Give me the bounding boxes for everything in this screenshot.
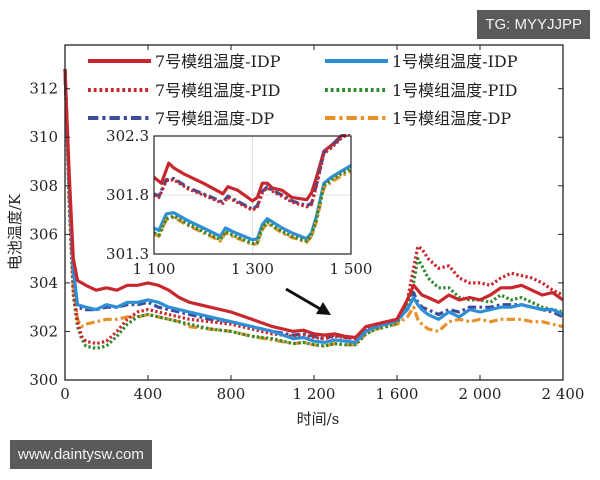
inset-x-tick-label: 1 100 (133, 260, 176, 278)
legend-label: 7号模组温度-IDP (155, 52, 281, 71)
y-tick-label: 302 (29, 322, 58, 340)
series-line (154, 134, 351, 212)
legend-label: 7号模组温度-PID (155, 81, 281, 100)
inset-x-tick-label: 1 500 (330, 260, 373, 278)
x-tick-label: 1 600 (376, 385, 419, 403)
y-tick-label: 308 (29, 177, 58, 195)
watermark-bottom: www.daintysw.com (10, 440, 152, 469)
legend-label: 1号模组温度-DP (392, 109, 511, 128)
x-axis-label: 时间/s (297, 410, 340, 428)
series-line (154, 167, 351, 245)
x-tick-label: 2 400 (542, 385, 585, 403)
x-axis: 0 400 800 1 200 1 600 2 000 2 400 (60, 45, 584, 403)
series-line (63, 69, 564, 348)
inset-zoom-chart: 1 100 1 300 1 500 301.3 301.8 302.3 (106, 127, 372, 278)
inset-y-tick-label: 301.8 (106, 186, 149, 204)
inset-frame (153, 135, 352, 255)
series-line (63, 69, 564, 346)
y-tick-label: 300 (29, 371, 58, 389)
inset-y-tick-label: 302.3 (106, 127, 149, 145)
series-line (63, 69, 564, 340)
y-tick-label: 304 (29, 274, 58, 292)
y-axis-label: 电池温度/K (6, 193, 24, 270)
main-series-layer (63, 69, 564, 350)
legend-label: 1号模组温度-PID (392, 81, 518, 100)
y-tick-label: 310 (29, 128, 58, 146)
legend-label: 1号模组温度-IDP (392, 52, 518, 71)
series-line (63, 69, 564, 341)
series-line (63, 69, 564, 344)
x-tick-label: 400 (134, 385, 163, 403)
y-axis: 300 302 304 306 308 310 312 (29, 80, 563, 389)
y-tick-label: 306 (29, 225, 58, 243)
legend: 7号模组温度-IDP 1号模组温度-IDP 7号模组温度-PID 1号模组温度-PID… (88, 52, 518, 128)
inset-y-tick-label: 301.3 (106, 245, 149, 263)
x-tick-label: 1 200 (293, 385, 336, 403)
legend-label: 7号模组温度-DP (155, 109, 274, 128)
y-tick-label: 312 (29, 80, 58, 98)
watermark-top: TG: MYYJJPP (477, 10, 590, 39)
x-tick-label: 800 (217, 385, 246, 403)
inset-x-tick-label: 1 300 (231, 260, 274, 278)
annotation-arrow-icon (285, 287, 331, 315)
x-tick-label: 0 (60, 385, 70, 403)
x-tick-label: 2 000 (459, 385, 502, 403)
